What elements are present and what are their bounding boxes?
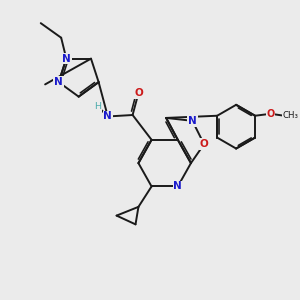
Text: H: H xyxy=(94,102,101,111)
Text: N: N xyxy=(103,112,112,122)
Text: N: N xyxy=(62,54,71,64)
Text: O: O xyxy=(200,139,208,149)
Text: CH₃: CH₃ xyxy=(283,111,299,120)
Text: N: N xyxy=(188,116,197,126)
Text: N: N xyxy=(54,77,63,87)
Text: N: N xyxy=(173,182,182,191)
Text: O: O xyxy=(134,88,143,98)
Text: O: O xyxy=(266,109,274,119)
